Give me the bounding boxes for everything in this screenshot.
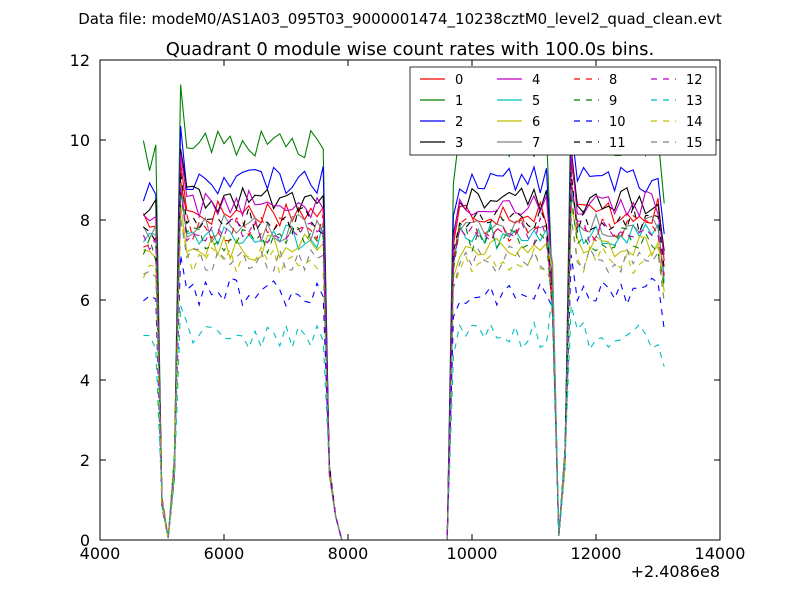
legend-label: 8: [609, 73, 617, 88]
legend-label: 15: [686, 136, 703, 151]
x-tick-label: 8000: [328, 544, 369, 563]
legend-label: 2: [455, 115, 463, 130]
x-tick-label: 6000: [204, 544, 245, 563]
legend-label: 13: [686, 94, 703, 109]
x-tick-label: 12000: [571, 544, 622, 563]
series-line-9: [142, 194, 665, 541]
plot-frame: [99, 59, 721, 541]
y-tick-label: 4: [80, 371, 90, 390]
series-line-15: [143, 217, 665, 541]
legend-label: 4: [532, 73, 540, 88]
x-offset-label: +2.4086e8: [631, 562, 720, 581]
legend-label: 14: [686, 115, 703, 130]
x-axis: 4000 6000 8000 10000 12000 14000: [80, 60, 746, 563]
legend-box: [409, 66, 717, 156]
legend-label: 9: [609, 94, 617, 109]
legend-label: 5: [532, 94, 540, 109]
y-tick-label: 2: [80, 451, 90, 470]
legend-label: 10: [609, 115, 626, 130]
y-tick-label: 10: [70, 131, 90, 150]
y-tick-label: 8: [80, 211, 90, 230]
x-tick-label: 14000: [695, 544, 746, 563]
x-tick-label: 4000: [80, 544, 121, 563]
legend-label: 7: [532, 136, 540, 151]
legend-label: 12: [686, 73, 703, 88]
y-tick-label: 0: [80, 531, 90, 550]
legend-label: 3: [455, 136, 463, 151]
x-tick-label: 10000: [447, 544, 498, 563]
y-tick-label: 6: [80, 291, 90, 310]
y-tick-label: 12: [70, 51, 90, 70]
legend-label: 1: [455, 94, 463, 109]
chart-suptitle: Data file: modeM0/AS1A03_095T03_90000014…: [78, 10, 722, 29]
legend-label: 11: [609, 136, 626, 151]
legend-label: 0: [455, 73, 463, 88]
chart-title: Quadrant 0 module wise count rates with …: [166, 39, 655, 60]
legend-label: 6: [532, 115, 540, 130]
